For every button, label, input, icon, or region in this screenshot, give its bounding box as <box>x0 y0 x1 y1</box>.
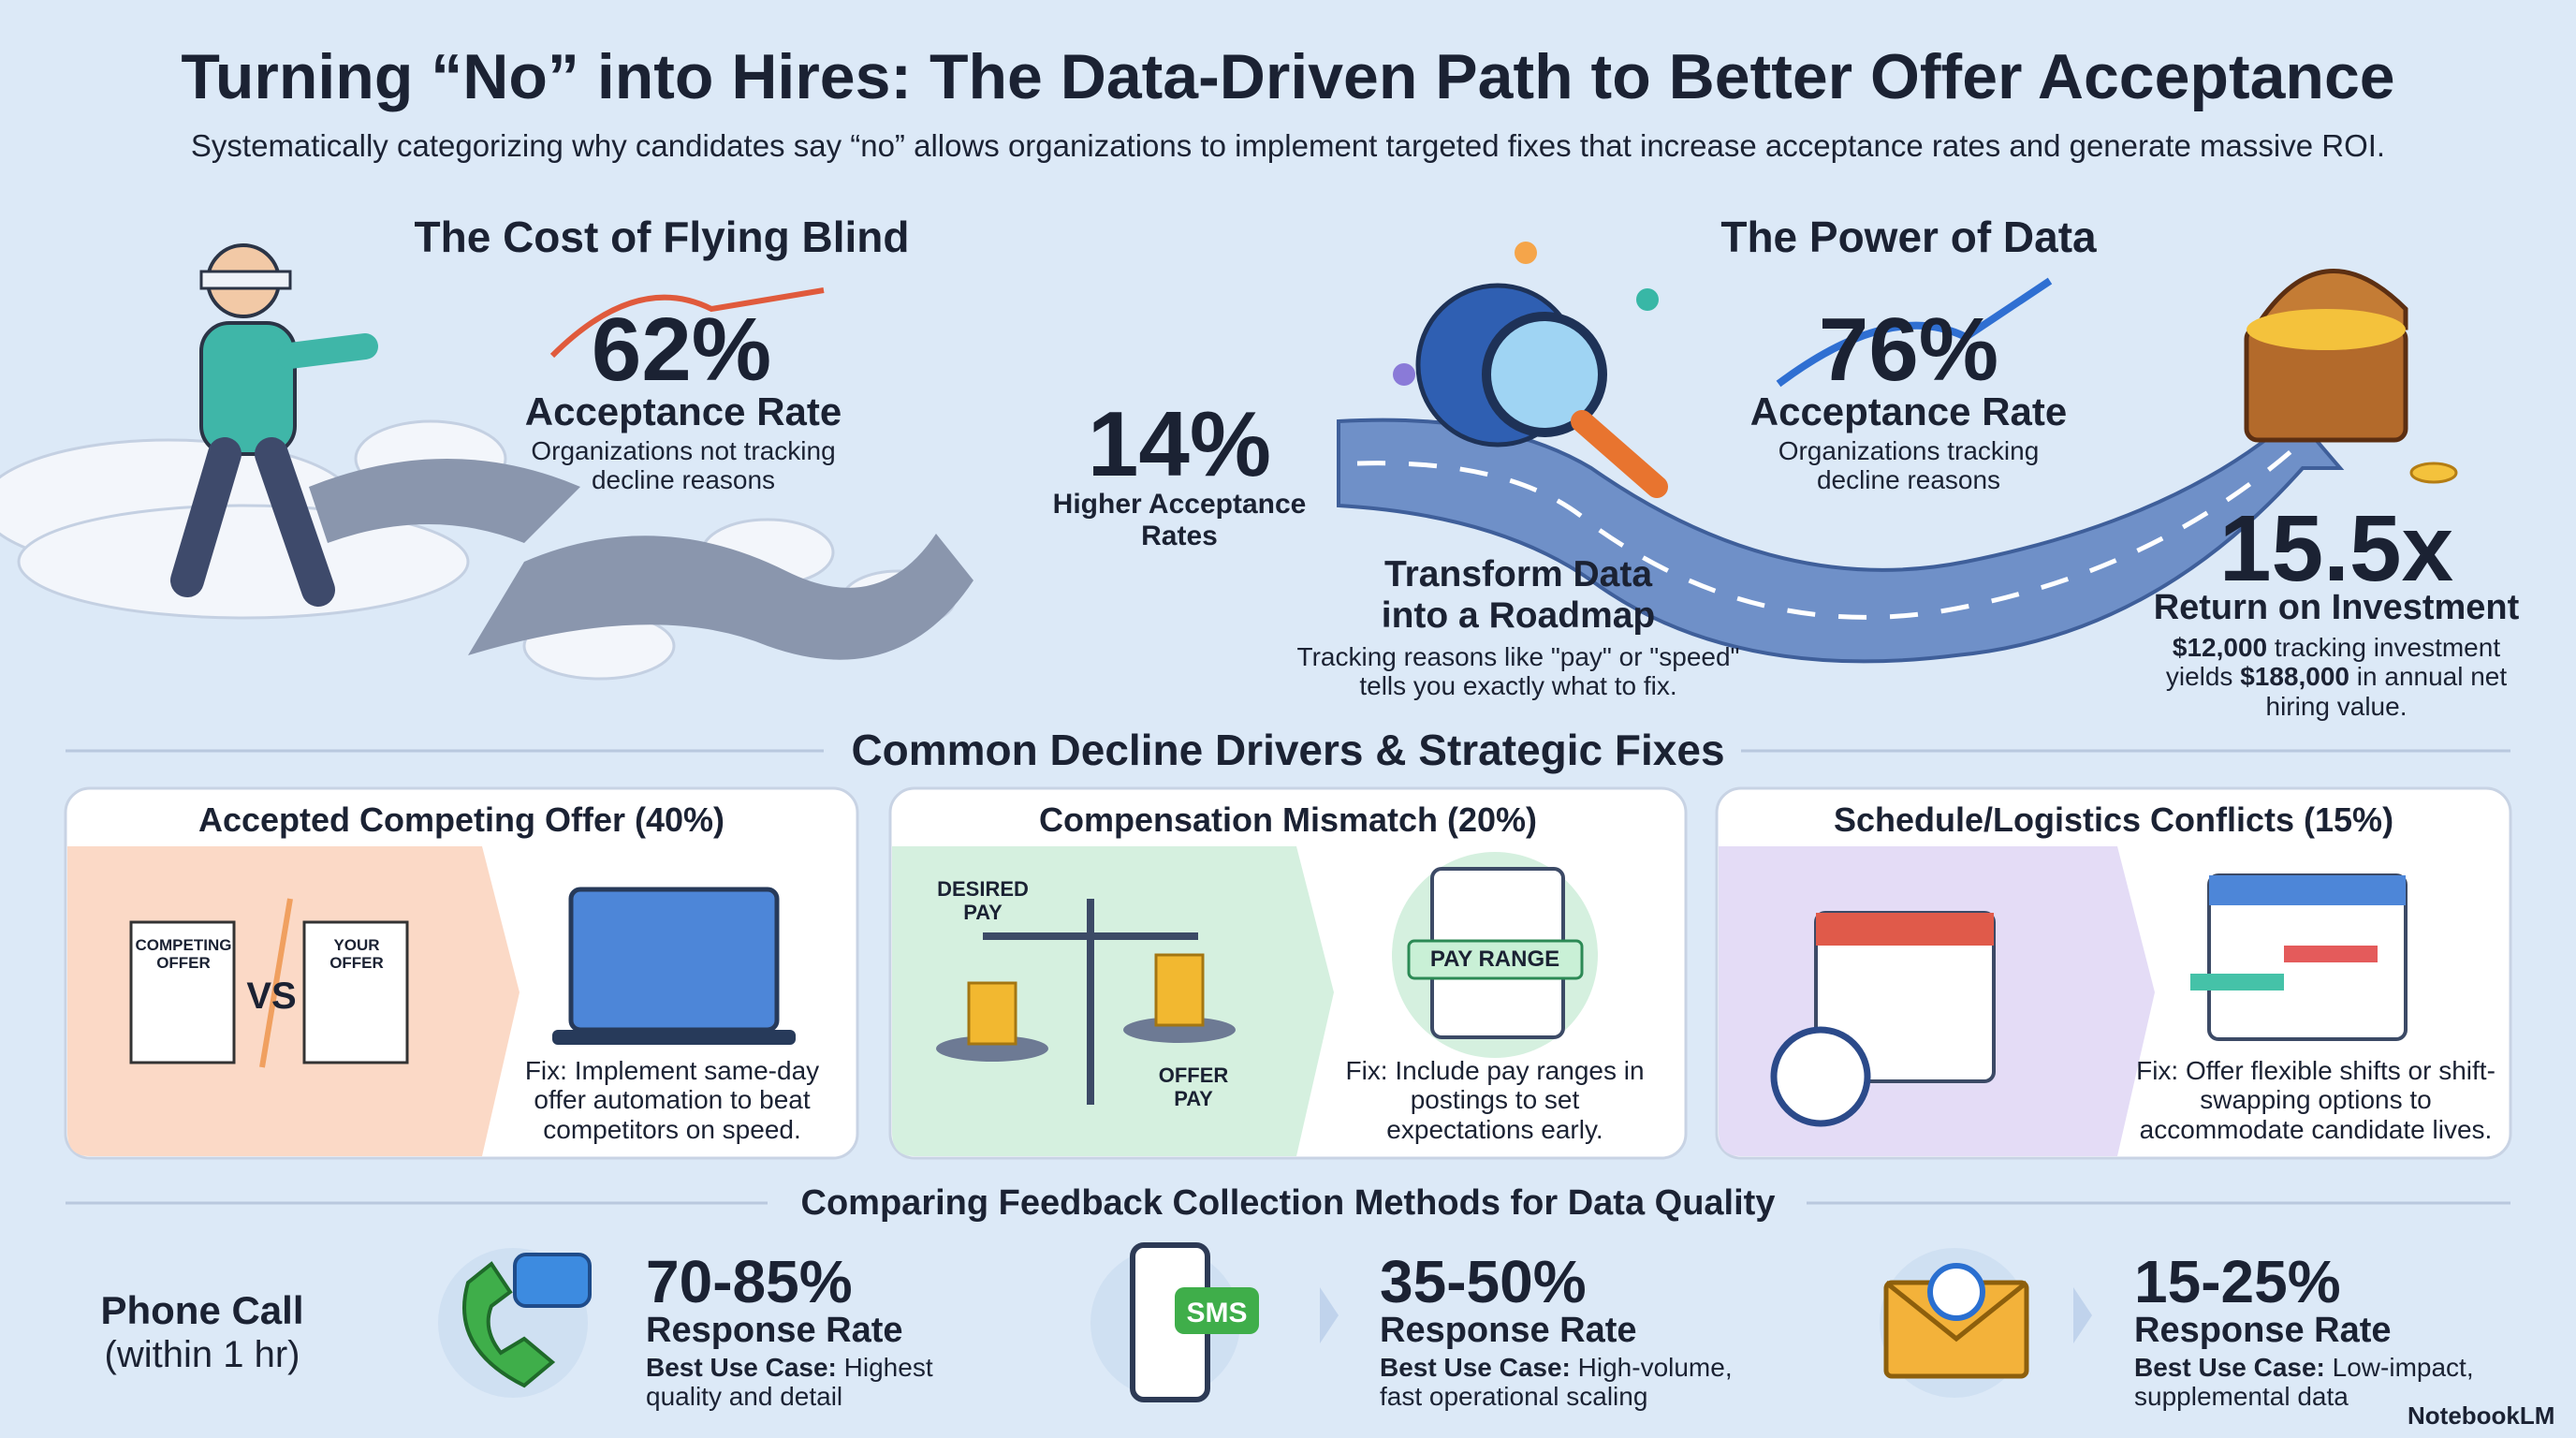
stat-note: $12,000 tracking investment yields $188,… <box>2149 633 2524 721</box>
method-icon <box>438 1248 592 1398</box>
data-globe <box>1393 242 1668 498</box>
stat-note: Organizations not tracking decline reaso… <box>531 436 836 495</box>
use-text: Highest quality and detail <box>646 1353 933 1412</box>
response-label: Response Rate <box>646 1311 903 1350</box>
response-label: Response Rate <box>2134 1311 2392 1350</box>
stat-label: Higher Acceptance Rates <box>1052 489 1307 551</box>
stat: 15.5x <box>2218 496 2454 601</box>
use-case: Best Use Case: High-volume, fast operati… <box>1380 1353 1773 1412</box>
illustration-label: OFFER PAY <box>1158 1064 1229 1110</box>
section-heading: Common Decline Drivers & Strategic Fixes <box>851 726 1725 774</box>
investment: $12,000 <box>2172 633 2268 662</box>
road-piece <box>309 459 580 543</box>
stat: 76% <box>1818 300 1999 400</box>
card-title: Compensation Mismatch (20%) <box>1038 800 1538 839</box>
page-subtitle: Systematically categorizing why candidat… <box>190 128 2386 163</box>
roadmap-heading: Transform Data into a Roadmap <box>1381 554 1656 636</box>
use-label: Best Use Case: <box>1380 1353 1571 1382</box>
driver-card <box>888 786 1688 1160</box>
illustration-label: PAY RANGE <box>1429 946 1560 972</box>
illustration-label: YOUR OFFER <box>329 936 384 973</box>
driver-card <box>1715 786 2512 1160</box>
card-title: Schedule/Logistics Conflicts (15%) <box>1833 800 2394 839</box>
response-label: Response Rate <box>1380 1311 1637 1350</box>
use-label: Best Use Case: <box>2134 1353 2325 1382</box>
section-heading: Comparing Feedback Collection Methods fo… <box>800 1183 1776 1223</box>
use-text: High-volume, fast operational scaling <box>1380 1353 1733 1412</box>
stat: 14% <box>1087 392 1272 495</box>
use-case: Best Use Case: Highest quality and detai… <box>646 1353 983 1412</box>
road-dash <box>1356 448 2295 620</box>
roadmap-note: Tracking reasons like "pay" or "speed" t… <box>1296 642 1740 701</box>
brand: NotebookLM <box>2408 1401 2555 1430</box>
blindfolded-person <box>170 243 378 607</box>
stat-label: Acceptance Rate <box>1749 389 2068 433</box>
response-range: 35-50% <box>1380 1248 1587 1315</box>
icon-text: SMS <box>1186 1298 1248 1328</box>
method-icon <box>1090 1242 1339 1402</box>
trend-arrow <box>1776 277 2053 388</box>
stat-label: Acceptance Rate <box>524 389 842 433</box>
value: $188,000 <box>2240 662 2350 692</box>
response-range: 15-25% <box>2134 1248 2341 1315</box>
note-text: tracking investment yields <box>2165 633 2501 692</box>
driver-card <box>64 786 859 1160</box>
stat: 62% <box>591 300 772 400</box>
page-title: Turning “No” into Hires: The Data-Driven… <box>181 41 2395 112</box>
use-label: Best Use Case: <box>646 1353 837 1382</box>
method-icon <box>1880 1248 2092 1398</box>
use-text: Low-impact, supplemental data <box>2134 1353 2474 1412</box>
card-fix: Fix: Implement same-day offer automation… <box>524 1056 820 1144</box>
data-road <box>1337 399 2345 664</box>
road-piece <box>468 534 973 660</box>
card-fix: Fix: Offer flexible shifts or shift-swap… <box>2136 1056 2496 1144</box>
illustration-label: COMPETING OFFER <box>135 936 232 973</box>
use-case: Best Use Case: Low-impact, supplemental … <box>2134 1353 2490 1412</box>
section-heading: The Power of Data <box>1720 213 2097 261</box>
illustration-label: DESIRED PAY <box>937 877 1029 924</box>
card-fix: Fix: Include pay ranges in postings to s… <box>1345 1056 1645 1144</box>
card-title: Accepted Competing Offer (40%) <box>198 800 725 839</box>
trend-arrow <box>549 287 825 359</box>
treasure-chest <box>2244 269 2458 484</box>
stat-label: Return on Investment <box>2153 588 2520 627</box>
illustration-label: VS <box>246 976 297 1017</box>
method-detail: (within 1 hr) <box>104 1334 300 1375</box>
section-heading: The Cost of Flying Blind <box>414 213 910 261</box>
method-name: Phone Call <box>100 1288 304 1332</box>
response-range: 70-85% <box>646 1248 853 1315</box>
note-text: in annual net hiring value. <box>2265 662 2508 721</box>
stat-note: Organizations tracking decline reasons <box>1778 436 2040 495</box>
